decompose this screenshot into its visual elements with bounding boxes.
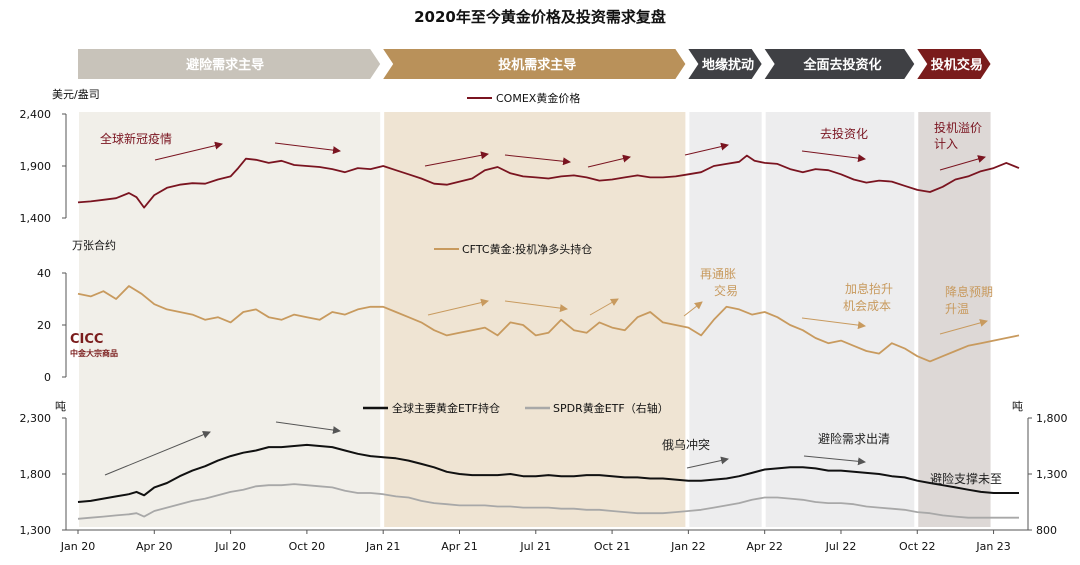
- annotation-rate-cut: 降息预期: [945, 284, 993, 299]
- phase-shade: [79, 112, 381, 527]
- phase-chevron: [688, 49, 762, 79]
- arrow: [274, 142, 341, 155]
- phase-shade: [918, 112, 991, 527]
- x-tick-label: Apr 21: [441, 540, 478, 553]
- arrow: [504, 154, 571, 166]
- logo-sub: 中金大宗商品: [70, 348, 118, 358]
- x-tick-label: Apr 22: [746, 540, 783, 553]
- x-tick-label: Oct 22: [899, 540, 936, 553]
- series-line: [77, 285, 1020, 363]
- etf-unit-left: 吨: [55, 400, 66, 413]
- arrow: [939, 155, 986, 171]
- arrow: [683, 301, 703, 317]
- phase-chevron: [383, 49, 686, 79]
- axes: 1,400 1,900 2,400 0 20 40 1,300 1,800 2,300 800 1,…: [20, 108, 1068, 553]
- y-tick-label: 1,800: [20, 468, 52, 481]
- arrow: [686, 456, 729, 469]
- annotation-rate-hike: 加息抬升: [845, 281, 893, 296]
- annotations: 全球新冠疫情 去投资化 投机溢价 计入 再通胀 交易 加息抬升 机会成本 降息预…: [100, 120, 1002, 486]
- etf-legend-label: 全球主要黄金ETF持仓: [392, 401, 500, 415]
- phase-chevron: [764, 49, 915, 79]
- phase-chevron: [917, 49, 991, 79]
- phase-label: 地缘扰动: [702, 57, 754, 73]
- y-tick-label-right: 1,800: [1036, 412, 1068, 425]
- annotation-russia-ukraine: 俄乌冲突: [662, 437, 710, 452]
- y-tick-label: 1,900: [20, 160, 52, 173]
- x-tick-label: Apr 20: [136, 540, 173, 553]
- annotation-rate-hike-2: 机会成本: [843, 299, 891, 313]
- arrow: [504, 300, 568, 313]
- series-line: [77, 483, 1019, 520]
- x-tick-label: Jan 22: [670, 540, 705, 553]
- arrow: [684, 142, 729, 156]
- price-legend: COMEX黄金价格: [467, 91, 580, 105]
- y-tick-label: 2,400: [20, 108, 52, 121]
- y-tick-label: 1,300: [20, 524, 52, 537]
- x-tick-label: Jan 20: [60, 540, 95, 553]
- y-tick-label: 40: [37, 267, 51, 280]
- annotation-spec-premium: 投机溢价: [934, 120, 982, 135]
- x-tick-label: Jul 20: [214, 540, 246, 553]
- etf-legend: 全球主要黄金ETF持仓 SPDR黄金ETF（右轴）: [363, 401, 669, 415]
- arrow: [424, 151, 489, 167]
- arrow: [939, 319, 988, 335]
- phase-label: 投机交易: [931, 57, 983, 73]
- arrow: [154, 141, 223, 161]
- arrow: [589, 298, 619, 316]
- annotation-rate-cut-2: 升温: [945, 302, 969, 316]
- chart-title: 2020年至今黄金价格及投资需求复盘: [414, 8, 666, 26]
- arrow: [801, 317, 866, 330]
- x-tick-label: Jan 23: [975, 540, 1010, 553]
- y-tick-label-right: 800: [1036, 524, 1057, 537]
- phase-shade: [384, 112, 686, 527]
- annotation-no-support: 避险支撑未至: [930, 471, 1002, 486]
- phase-banner: 避险需求主导 投机需求主导 地缘扰动 全面去投资化 投机交易: [78, 49, 991, 79]
- x-tick-label: Jan 21: [365, 540, 400, 553]
- annotation-safehaven-clear: 避险需求出清: [818, 431, 890, 446]
- y-tick-label: 2,300: [20, 412, 52, 425]
- cftc-unit-label: 万张合约: [72, 238, 116, 252]
- annotation-arrows: [104, 141, 988, 476]
- phase-label: 投机需求主导: [498, 57, 576, 73]
- cftc-legend: CFTC黄金:投机净多头持仓: [434, 242, 592, 256]
- price-unit-label: 美元/盎司: [52, 87, 100, 101]
- y-tick-label-right: 1,300: [1036, 468, 1068, 481]
- x-tick-label: Oct 20: [289, 540, 326, 553]
- phase-chevron: [78, 49, 381, 79]
- cicc-logo: CICC 中金大宗商品: [70, 332, 118, 358]
- arrow: [427, 298, 489, 316]
- series: [77, 154, 1020, 520]
- arrow: [801, 150, 866, 163]
- y-tick-label: 0: [44, 371, 51, 384]
- x-tick-label: Jul 21: [519, 540, 551, 553]
- annotation-deinvest: 去投资化: [820, 126, 868, 141]
- phase-shading: [79, 112, 991, 527]
- annotation-reflation: 再通胀: [700, 267, 736, 281]
- annotation-covid: 全球新冠疫情: [100, 131, 172, 146]
- cftc-legend-label: CFTC黄金:投机净多头持仓: [462, 242, 592, 256]
- price-legend-label: COMEX黄金价格: [496, 91, 580, 105]
- x-tick-label: Jul 22: [825, 540, 857, 553]
- y-tick-label: 20: [37, 319, 51, 332]
- annotation-reflation-2: 交易: [714, 283, 738, 298]
- logo-name: CICC: [70, 332, 103, 347]
- series-line: [77, 443, 1019, 503]
- series-line: [77, 154, 1020, 209]
- annotation-spec-premium-2: 计入: [934, 137, 958, 151]
- arrow: [275, 421, 341, 434]
- x-tick-label: Oct 21: [594, 540, 631, 553]
- etf-unit-right: 吨: [1012, 400, 1023, 413]
- y-tick-label: 1,400: [20, 212, 52, 225]
- phase-label: 全面去投资化: [802, 57, 881, 73]
- arrow: [104, 430, 211, 476]
- arrow: [587, 154, 631, 168]
- spdr-legend-label: SPDR黄金ETF（右轴）: [553, 401, 669, 415]
- phase-label: 避险需求主导: [186, 57, 264, 73]
- arrow: [803, 455, 866, 466]
